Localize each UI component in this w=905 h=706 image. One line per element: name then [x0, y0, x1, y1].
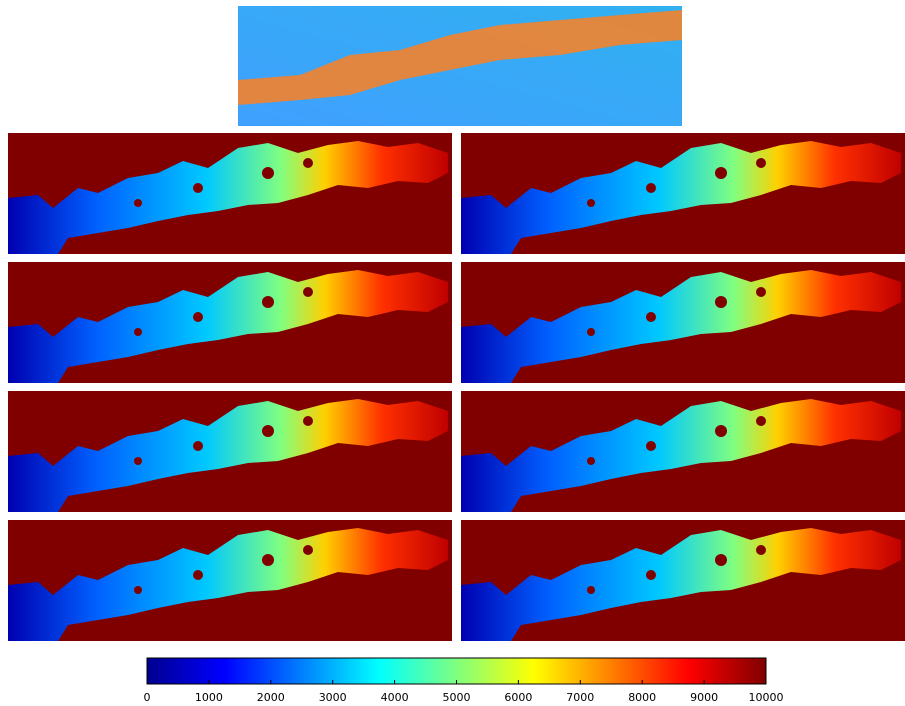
- panel: [8, 391, 452, 512]
- colorbar-tick-label: 6000: [504, 691, 532, 704]
- panel: [8, 520, 452, 641]
- colorbar-tick-label: 1000: [195, 691, 223, 704]
- panel: [461, 391, 905, 512]
- panel: [461, 262, 905, 383]
- permeability-field: [238, 6, 682, 126]
- panel: [461, 520, 905, 641]
- colorbar-tick-label: 8000: [628, 691, 656, 704]
- colorbar-tick-label: 9000: [690, 691, 718, 704]
- colorbar-tick-label: 4000: [381, 691, 409, 704]
- colorbar-tick-label: 0: [144, 691, 151, 704]
- panel: [461, 133, 905, 254]
- colorbar: [146, 657, 767, 685]
- colorbar-tick-label: 7000: [566, 691, 594, 704]
- panel: [8, 133, 452, 254]
- colorbar-tick-label: 3000: [319, 691, 347, 704]
- colorbar-tick-label: 2000: [257, 691, 285, 704]
- panel: [8, 262, 452, 383]
- colorbar-tick-label: 5000: [443, 691, 471, 704]
- colorbar-tick-label: 10000: [749, 691, 784, 704]
